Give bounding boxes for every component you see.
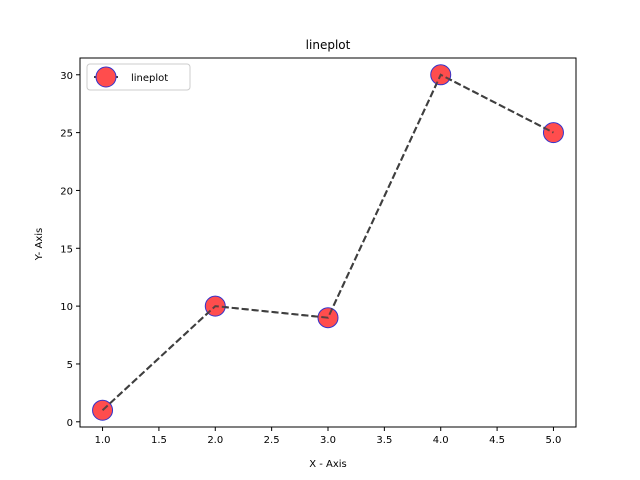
x-tick-label: 3.5 bbox=[376, 435, 392, 446]
series-line-overlay bbox=[101, 73, 554, 411]
y-tick-label: 0 bbox=[67, 418, 73, 429]
y-tick-label: 5 bbox=[67, 360, 73, 371]
y-tick-label: 20 bbox=[60, 186, 73, 197]
x-tick-label: 5.0 bbox=[546, 435, 562, 446]
legend-label: lineplot bbox=[131, 73, 168, 84]
x-tick-label: 1.5 bbox=[151, 435, 167, 446]
chart-title: lineplot bbox=[306, 38, 351, 52]
x-axis-label: X - Axis bbox=[309, 459, 347, 470]
x-tick-label: 2.5 bbox=[264, 435, 280, 446]
y-axis-label: Y- Axis bbox=[34, 228, 45, 261]
y-tick-label: 15 bbox=[60, 244, 73, 255]
legend-marker-swatch bbox=[95, 66, 117, 88]
x-tick-label: 4.0 bbox=[433, 435, 449, 446]
y-tick-label: 25 bbox=[60, 129, 73, 140]
legend: lineplot bbox=[86, 63, 191, 91]
y-tick-label: 30 bbox=[60, 71, 73, 82]
x-tick-label: 3.0 bbox=[320, 435, 336, 446]
x-tick-label: 4.5 bbox=[489, 435, 505, 446]
x-tick-label: 2.0 bbox=[207, 435, 223, 446]
x-tick-label: 1.0 bbox=[95, 435, 111, 446]
y-tick-label: 10 bbox=[60, 302, 73, 313]
plot-area: 1.0 1.5 2.0 2.5 3.0 3.5 4.0 4.5 5.0 0 5 10 15 20 25 30 bbox=[60, 57, 577, 446]
